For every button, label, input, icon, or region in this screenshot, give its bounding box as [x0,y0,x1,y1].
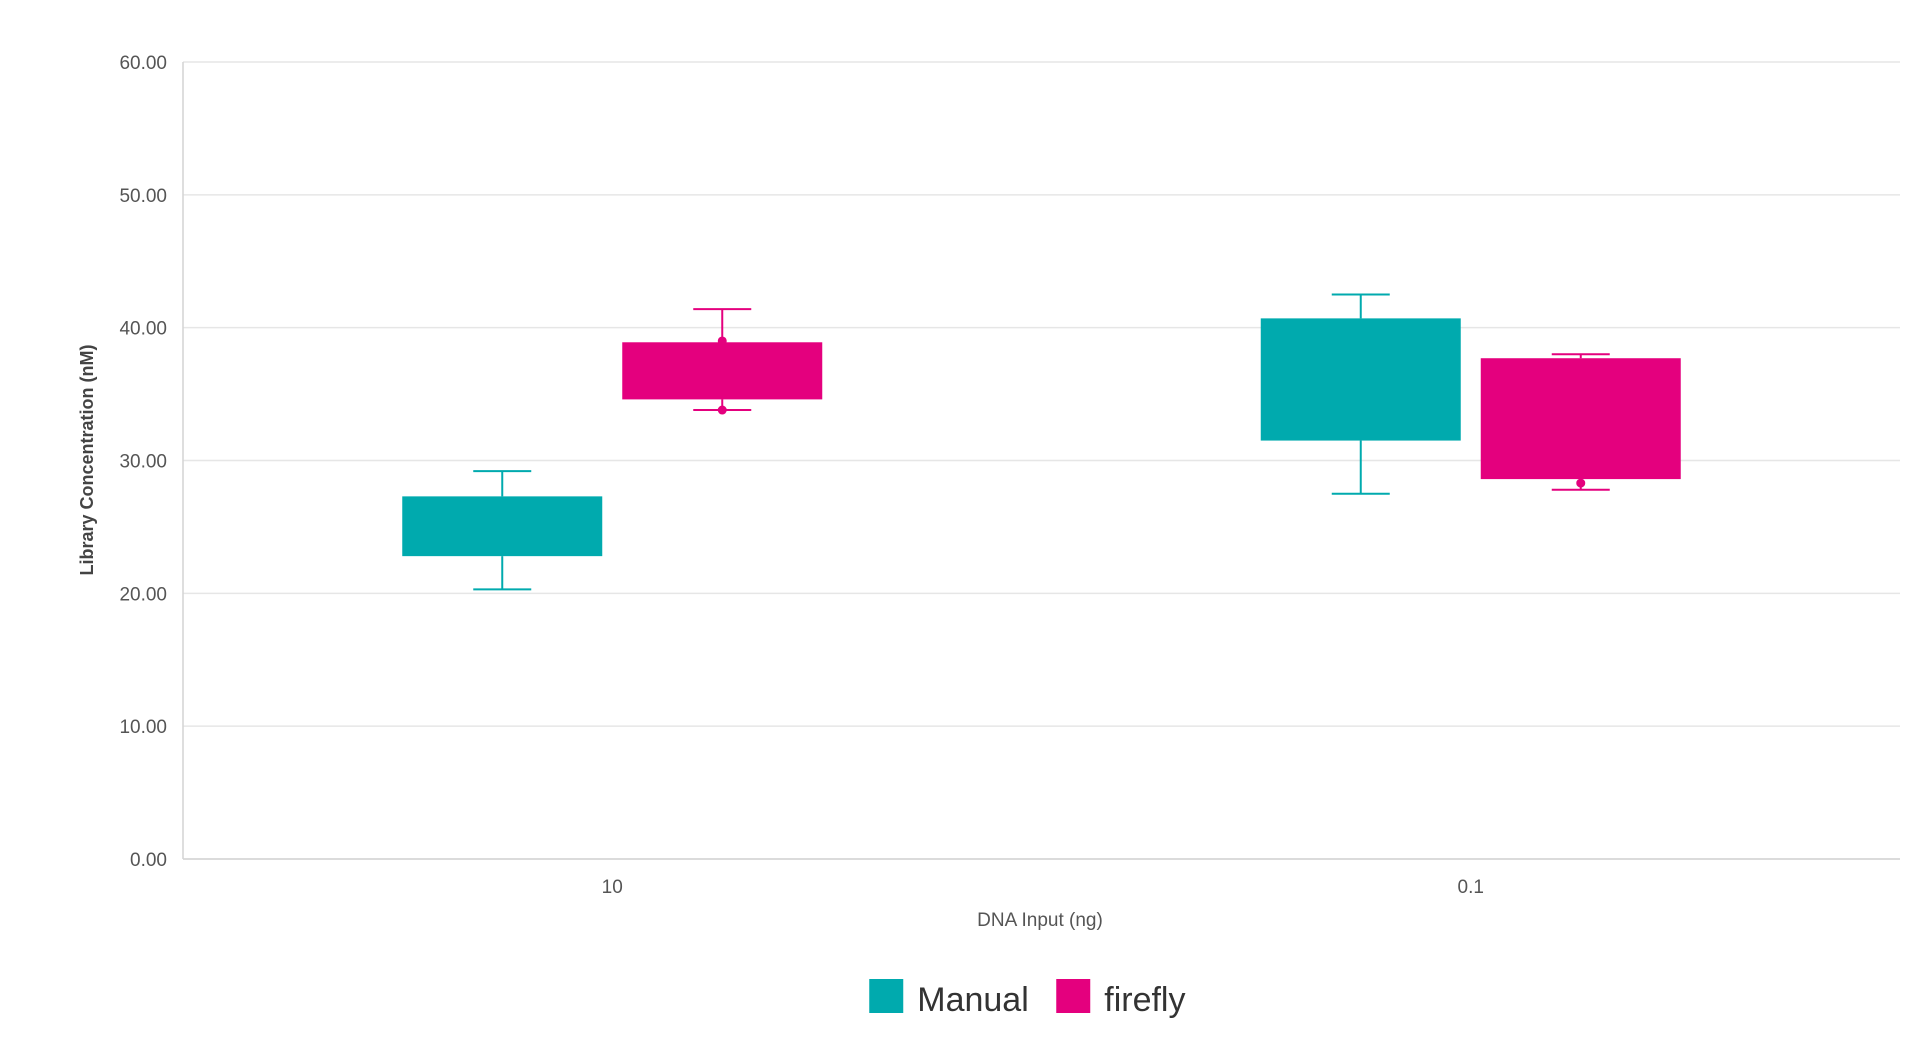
y-tick-label: 40.00 [119,319,167,340]
y-tick-label: 60.00 [119,53,167,74]
box-manual-10 [402,496,603,557]
grid-lines [183,61,1900,860]
y-tick-label: 0.00 [130,850,167,871]
x-tick-label: 0.1 [1458,877,1484,898]
legend-label-firefly: firefly [1104,981,1185,1019]
legend-swatch-firefly [1056,979,1091,1013]
data-point [1576,478,1586,488]
data-point [717,405,727,415]
y-tick-label: 20.00 [119,584,167,605]
y-tick-label: 50.00 [119,186,167,207]
box-manual-0.1 [1260,318,1461,441]
box-series [402,293,1681,591]
x-tick-label: 10 [602,877,623,898]
legend-swatch-manual [869,979,904,1013]
legend-label-manual: Manual [917,981,1029,1019]
axes: 0.00 10.00 20.00 30.00 40.00 50.00 60.00 10 0.1 [119,53,1484,898]
y-axis-title: Library Concentration (nM) [77,344,97,575]
y-tick-label: 30.00 [119,452,167,473]
y-tick-label: 10.00 [119,717,167,738]
box-firefly-10 [622,342,823,400]
data-point [717,336,727,346]
x-axis-title: DNA Input (ng) [977,910,1103,931]
box-firefly-0.1 [1480,358,1681,480]
legend: Manual firefly [869,979,1185,1019]
